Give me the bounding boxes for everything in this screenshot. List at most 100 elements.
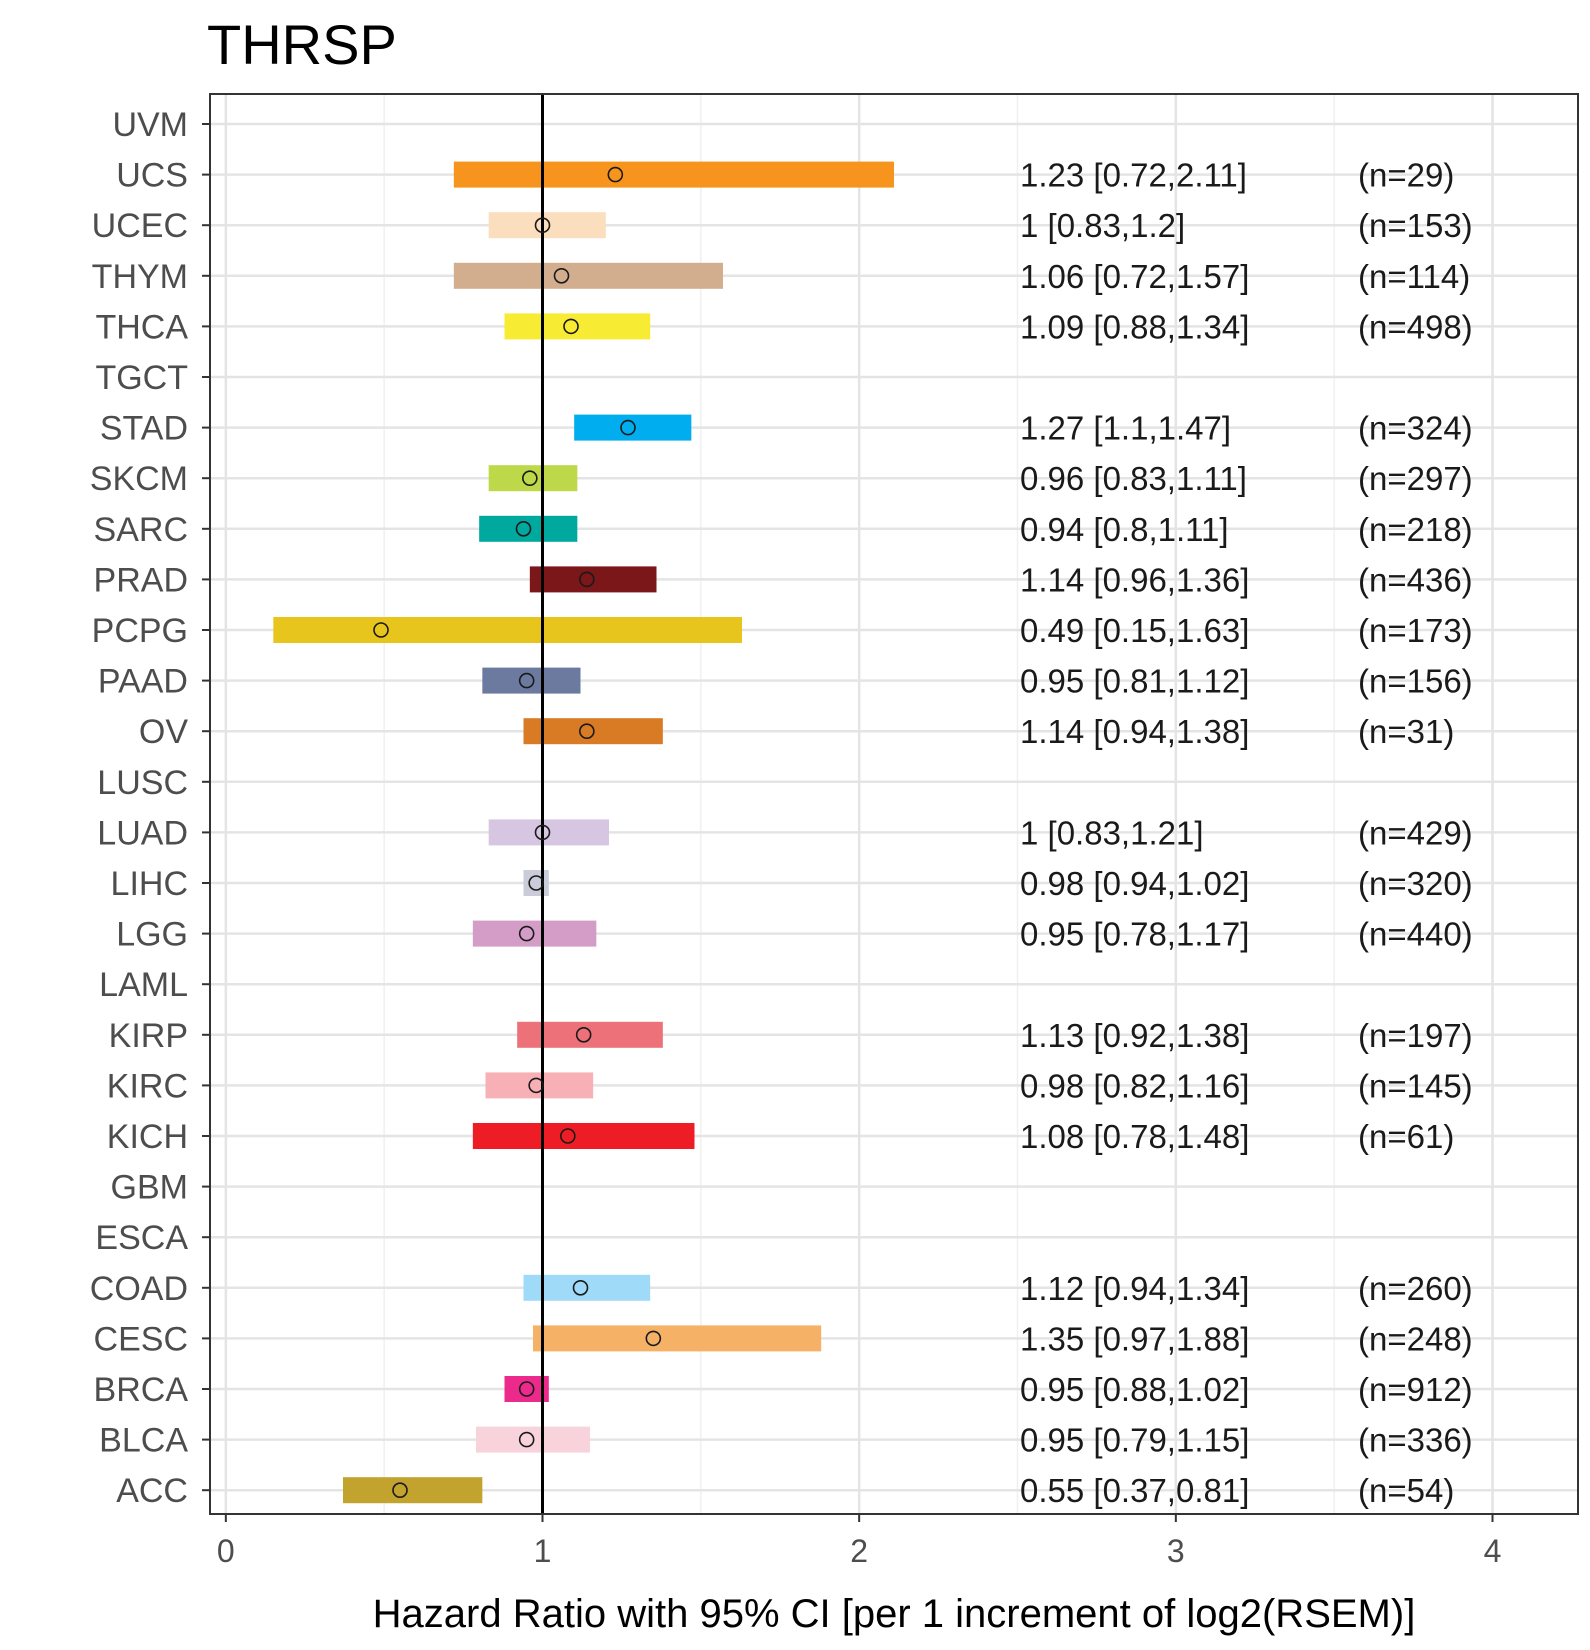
ci-bar-sarc xyxy=(479,515,578,542)
n-annotation-blca: (n=336) xyxy=(1358,1422,1473,1459)
n-annotation-thca: (n=498) xyxy=(1358,308,1473,345)
n-annotation-lihc: (n=320) xyxy=(1358,865,1473,902)
y-tick-label-acc: ACC xyxy=(116,1472,188,1510)
hr-point-brca xyxy=(518,1381,535,1397)
hr-annotation-prad: 1.14 [0.96,1.36] xyxy=(1020,561,1249,598)
n-annotation-stad: (n=324) xyxy=(1358,410,1473,447)
hr-annotation-blca: 0.95 [0.79,1.15] xyxy=(1020,1422,1249,1459)
hr-point-cesc xyxy=(645,1330,662,1347)
y-tick-label-thym: THYM xyxy=(92,258,188,296)
n-annotation-acc: (n=54) xyxy=(1358,1472,1454,1509)
y-tick-label-brca: BRCA xyxy=(94,1371,189,1409)
n-annotation-prad: (n=436) xyxy=(1358,561,1473,598)
hr-annotation-kirp: 1.13 [0.92,1.38] xyxy=(1020,1017,1249,1054)
x-axis: 0 1 2 3 4 xyxy=(217,1514,1501,1569)
ci-bar-pcpg xyxy=(273,617,742,643)
n-annotation-thym: (n=114) xyxy=(1358,258,1470,295)
x-tick-label: 0 xyxy=(217,1533,235,1569)
n-annotation-sarc: (n=218) xyxy=(1358,511,1473,548)
hr-annotation-sarc: 0.94 [0.8,1.11] xyxy=(1020,511,1229,548)
hr-point-ucec xyxy=(534,217,551,233)
n-annotation-paad: (n=156) xyxy=(1358,663,1473,700)
n-annotation-luad: (n=429) xyxy=(1358,814,1473,851)
y-tick-label-sarc: SARC xyxy=(94,511,188,549)
y-axis: UVM UCS UCEC THYM THCA TGCT STAD SKCM SARC PRAD PC… xyxy=(90,106,210,1510)
y-tick-label-kich: KICH xyxy=(107,1118,188,1156)
n-annotation-ucec: (n=153) xyxy=(1358,207,1473,244)
n-annotation-cesc: (n=248) xyxy=(1358,1320,1473,1357)
hr-point-prad xyxy=(579,571,595,588)
y-tick-label-lihc: LIHC xyxy=(111,865,188,903)
hr-annotation-lihc: 0.98 [0.94,1.02] xyxy=(1020,865,1249,902)
n-annotation-skcm: (n=297) xyxy=(1358,460,1473,497)
x-tick-label: 1 xyxy=(534,1533,552,1569)
hazard-ratio-points xyxy=(373,166,662,1498)
hr-annotation-ucs: 1.23 [0.72,2.11] xyxy=(1020,157,1247,194)
ci-bar-kich xyxy=(472,1123,695,1149)
hr-point-thca xyxy=(563,318,579,335)
ci-bar-kirc xyxy=(485,1072,594,1099)
hr-annotation-brca: 0.95 [0.88,1.02] xyxy=(1020,1371,1249,1408)
hr-point-kich xyxy=(560,1128,576,1144)
hr-point-luad xyxy=(534,824,551,841)
hr-point-lgg xyxy=(518,925,535,942)
y-tick-label-gbm: GBM xyxy=(111,1169,188,1207)
hr-annotation-luad: 1 [0.83,1.21] xyxy=(1020,814,1203,851)
y-tick-label-tgct: TGCT xyxy=(95,359,188,397)
y-tick-label-pcpg: PCPG xyxy=(92,612,188,650)
hr-point-pcpg xyxy=(373,622,389,638)
n-annotation-brca: (n=912) xyxy=(1358,1371,1473,1408)
hr-point-kirc xyxy=(528,1077,544,1094)
n-annotation-ov: (n=31) xyxy=(1358,713,1454,750)
hr-point-lihc xyxy=(528,875,544,891)
y-tick-label-esca: ESCA xyxy=(95,1219,188,1257)
n-annotation-pcpg: (n=173) xyxy=(1358,612,1473,649)
plot-panel-background xyxy=(210,94,1578,1514)
y-tick-label-ucec: UCEC xyxy=(92,207,188,245)
y-tick-label-kirp: KIRP xyxy=(109,1017,188,1055)
n-annotation-kirc: (n=145) xyxy=(1358,1067,1473,1104)
hr-annotations: 1.23 [0.72,2.11] 1 [0.83,1.2] 1.06 [0.72,1… xyxy=(1020,157,1249,1510)
hr-point-kirp xyxy=(575,1027,592,1043)
ci-bar-ucec xyxy=(488,212,606,239)
hr-point-stad xyxy=(620,419,636,436)
x-tick-label: 2 xyxy=(850,1533,868,1569)
y-tick-label-ucs: UCS xyxy=(116,157,188,195)
n-annotation-ucs: (n=29) xyxy=(1358,157,1454,194)
hr-point-paad xyxy=(518,672,535,689)
hr-annotation-thym: 1.06 [0.72,1.57] xyxy=(1020,258,1249,295)
ci-bar-paad xyxy=(482,667,581,694)
x-tick-label: 3 xyxy=(1167,1533,1185,1569)
n-annotation-kirp: (n=197) xyxy=(1358,1017,1473,1054)
hr-annotation-skcm: 0.96 [0.83,1.11] xyxy=(1020,460,1247,497)
y-tick-label-uvm: UVM xyxy=(112,106,188,144)
hr-point-coad xyxy=(572,1280,589,1296)
y-tick-label-paad: PAAD xyxy=(98,663,188,701)
n-annotation-lgg: (n=440) xyxy=(1358,916,1473,953)
n-annotation-kich: (n=61) xyxy=(1358,1118,1454,1155)
chart-title: THRSP xyxy=(207,13,397,76)
y-tick-label-ov: OV xyxy=(139,713,188,751)
hr-annotation-pcpg: 0.49 [0.15,1.63] xyxy=(1020,612,1249,649)
y-tick-label-thca: THCA xyxy=(95,308,188,346)
hr-point-thym xyxy=(553,267,570,284)
hr-point-acc xyxy=(392,1482,408,1498)
y-tick-label-cesc: CESC xyxy=(94,1320,188,1358)
hr-annotation-thca: 1.09 [0.88,1.34] xyxy=(1020,308,1249,345)
hr-annotation-acc: 0.55 [0.37,0.81] xyxy=(1020,1472,1249,1509)
x-axis-title: Hazard Ratio with 95% CI [per 1 incremen… xyxy=(373,1592,1416,1636)
hr-point-ov xyxy=(579,723,595,740)
hr-point-blca xyxy=(518,1431,535,1448)
ci-bar-thym xyxy=(453,262,723,289)
hr-point-skcm xyxy=(522,470,538,487)
y-tick-label-blca: BLCA xyxy=(99,1422,188,1460)
n-annotation-coad: (n=260) xyxy=(1358,1270,1473,1307)
y-tick-label-lusc: LUSC xyxy=(97,764,188,802)
y-tick-label-lgg: LGG xyxy=(116,916,188,954)
hr-annotation-paad: 0.95 [0.81,1.12] xyxy=(1020,663,1249,700)
y-tick-label-kirc: KIRC xyxy=(107,1067,188,1105)
sample-size-annotations: (n=29) (n=153) (n=114) (n=498) (n=324) (n=297… xyxy=(1358,157,1473,1510)
ci-bar-lgg xyxy=(472,920,597,947)
y-tick-label-prad: PRAD xyxy=(94,561,188,599)
hr-annotation-cesc: 1.35 [0.97,1.88] xyxy=(1020,1320,1249,1357)
